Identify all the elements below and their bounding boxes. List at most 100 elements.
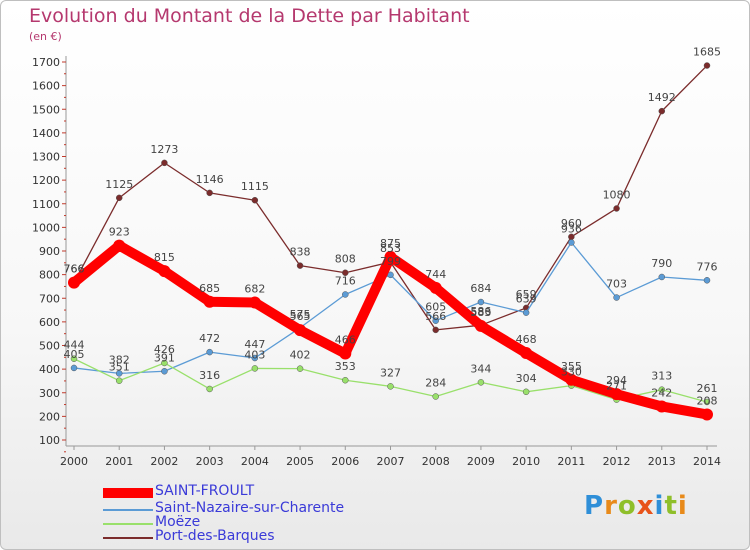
data-point	[158, 265, 171, 278]
data-point	[658, 386, 666, 393]
x-tick-label: 2012	[603, 455, 631, 468]
y-tick-label: 1700	[32, 56, 60, 69]
data-point	[568, 239, 575, 246]
data-point	[296, 365, 304, 372]
data-point	[294, 324, 307, 337]
data-point	[432, 326, 439, 334]
data-label: 391	[154, 351, 175, 364]
data-label: 776	[697, 260, 718, 273]
data-label: 838	[290, 246, 311, 259]
data-point	[206, 385, 213, 393]
logo-letter: i	[654, 491, 665, 521]
data-point	[206, 348, 213, 356]
x-tick-label: 2006	[331, 455, 359, 468]
data-point	[161, 359, 168, 367]
data-label: 447	[244, 338, 265, 351]
data-label: 208	[697, 394, 718, 407]
data-point	[70, 364, 78, 372]
data-point	[342, 291, 349, 298]
data-point	[610, 388, 623, 401]
data-point	[658, 273, 666, 281]
legend-label-port-des-barques: Port-des-Barques	[155, 528, 275, 544]
x-tick-label: 2005	[286, 455, 314, 468]
x-tick-label: 2007	[377, 455, 405, 468]
data-point	[68, 276, 80, 289]
data-label: 1273	[150, 143, 178, 156]
data-point	[115, 194, 123, 202]
data-label: 403	[244, 348, 265, 361]
y-tick-label: 1000	[32, 221, 60, 234]
data-label: 936	[561, 222, 582, 235]
proxiti-logo: Proxiti	[584, 491, 688, 521]
data-label: 565	[290, 310, 311, 323]
x-tick-label: 2011	[557, 455, 585, 468]
data-label: 583	[470, 306, 491, 319]
legend-label-saint-nazaire: Saint-Nazaire-sur-Charente	[155, 500, 345, 516]
data-point	[206, 189, 213, 197]
data-label: 685	[199, 282, 220, 295]
data-label: 716	[335, 274, 356, 287]
data-point	[655, 400, 668, 413]
x-tick-label: 2004	[241, 455, 269, 468]
data-label: 799	[380, 255, 401, 268]
data-point	[203, 295, 216, 308]
data-label: 330	[561, 366, 582, 379]
chart-title: Evolution du Montant de la Dette par Hab…	[29, 5, 470, 27]
x-tick-label: 2014	[693, 455, 721, 468]
y-tick-label: 1200	[32, 174, 60, 187]
data-point	[432, 393, 439, 400]
x-tick-label: 2003	[196, 455, 224, 468]
data-point	[703, 277, 711, 284]
data-point	[658, 107, 666, 115]
data-point	[522, 388, 530, 396]
x-tick-label: 2010	[512, 455, 540, 468]
legend-swatch-saint-froult	[103, 488, 153, 498]
data-point	[613, 294, 620, 301]
data-label: 402	[290, 349, 311, 362]
data-point	[477, 298, 485, 306]
data-point	[474, 319, 487, 332]
data-point	[161, 159, 168, 167]
data-label: 271	[606, 380, 627, 393]
y-tick-label: 700	[39, 292, 60, 305]
data-point	[248, 296, 261, 309]
data-point	[342, 376, 349, 384]
data-point	[477, 379, 485, 386]
data-point	[432, 317, 439, 324]
data-label: 316	[199, 369, 220, 382]
y-tick-label: 100	[39, 434, 60, 447]
data-label: 575	[290, 308, 311, 321]
data-point	[384, 250, 397, 263]
data-label: 703	[606, 278, 627, 291]
data-label: 426	[154, 343, 175, 356]
data-point	[342, 269, 349, 276]
data-point	[522, 309, 530, 316]
data-label: 261	[697, 382, 718, 395]
data-label: 304	[516, 372, 537, 385]
data-label: 923	[109, 226, 130, 239]
y-tick-label: 600	[39, 316, 60, 329]
data-point	[115, 370, 123, 377]
y-tick-label: 1600	[32, 80, 60, 93]
logo-letter: i	[677, 491, 688, 521]
data-label: 444	[64, 339, 85, 352]
data-point	[251, 196, 259, 204]
data-label: 353	[335, 360, 356, 373]
data-label: 468	[516, 333, 537, 346]
data-label: 1146	[196, 173, 224, 186]
data-label: 313	[651, 370, 672, 383]
data-point	[339, 347, 352, 360]
logo-letter: o	[617, 491, 637, 521]
data-label: 605	[425, 301, 446, 314]
y-tick-label: 1100	[32, 198, 60, 211]
data-point	[113, 239, 126, 252]
data-point	[387, 383, 394, 390]
data-point	[161, 368, 168, 375]
data-label: 382	[109, 353, 130, 366]
data-label: 472	[199, 332, 220, 345]
data-point	[703, 62, 711, 69]
data-point	[70, 355, 78, 362]
y-tick-label: 1400	[32, 127, 60, 140]
